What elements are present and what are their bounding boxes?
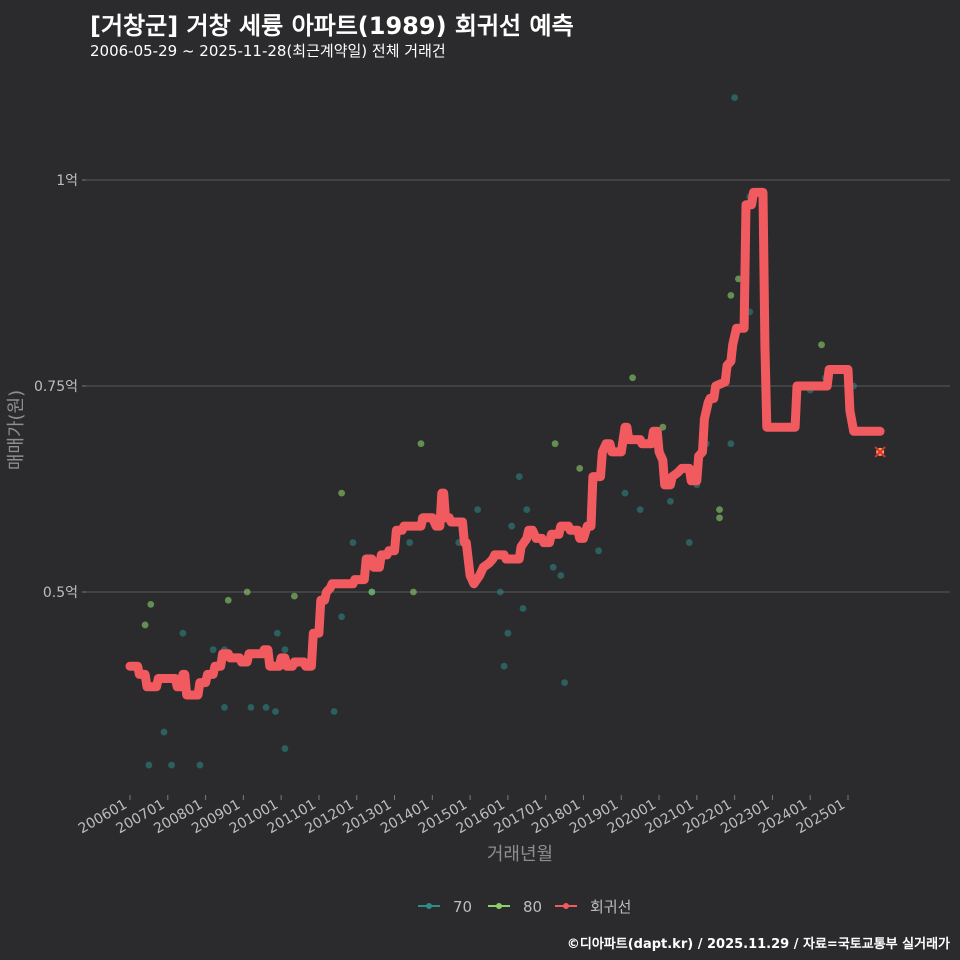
data-point-70 xyxy=(209,646,217,654)
y-axis: 0.5억 0.75억 1억 xyxy=(34,173,86,601)
data-point-70 xyxy=(330,708,338,715)
data-point-70 xyxy=(168,761,175,769)
data-point-70 xyxy=(519,605,527,612)
data-point-70 xyxy=(179,629,187,637)
x-icon xyxy=(874,446,886,458)
data-point-70 xyxy=(549,563,557,571)
series-80-points xyxy=(141,275,825,678)
data-point-80 xyxy=(551,440,559,448)
data-point-70 xyxy=(145,761,153,769)
legend-label: 80 xyxy=(523,898,542,916)
data-point-70 xyxy=(406,539,414,546)
data-point-70 xyxy=(281,646,289,654)
y-tick-label: 0.75억 xyxy=(34,379,78,395)
data-point-70 xyxy=(247,703,255,711)
data-point-80 xyxy=(290,592,298,600)
y-tick-label: 0.5억 xyxy=(43,585,78,601)
data-point-80 xyxy=(368,588,376,596)
legend-marker xyxy=(496,903,502,909)
legend: 70 80 회귀선 xyxy=(418,898,631,916)
data-point-80 xyxy=(141,621,149,629)
data-point-80 xyxy=(243,588,251,596)
data-point-70 xyxy=(685,539,693,546)
data-point-80 xyxy=(338,489,346,497)
data-point-70 xyxy=(595,547,602,555)
data-point-70 xyxy=(500,662,508,670)
data-point-70 xyxy=(636,506,644,513)
data-point-80 xyxy=(224,596,232,604)
data-point-70 xyxy=(557,572,565,579)
data-point-70 xyxy=(273,629,281,637)
data-point-70 xyxy=(561,679,568,687)
x-axis: 2006012007012008012009012010012011012012… xyxy=(76,795,849,837)
data-point-70 xyxy=(515,473,523,481)
data-point-70 xyxy=(196,761,204,769)
data-point-70 xyxy=(221,703,228,711)
regression-line-group xyxy=(125,187,885,700)
data-point-80 xyxy=(716,514,723,522)
chart-title: [거창군] 거창 세륭 아파트(1989) 회귀선 예측 xyxy=(90,12,574,40)
data-point-70 xyxy=(338,613,346,621)
data-point-70 xyxy=(262,703,270,711)
data-point-70 xyxy=(272,708,279,715)
x-axis-title: 거래년월 xyxy=(487,844,553,865)
data-point-70 xyxy=(508,522,516,530)
data-point-70 xyxy=(504,629,512,637)
data-point-80 xyxy=(716,506,723,513)
legend-marker xyxy=(426,903,432,909)
data-point-70 xyxy=(349,539,357,546)
data-point-70 xyxy=(731,94,739,101)
regression-line xyxy=(125,187,885,700)
data-point-80 xyxy=(727,291,735,299)
legend-label: 회귀선 xyxy=(590,898,631,916)
data-point-70 xyxy=(160,728,168,736)
data-point-80 xyxy=(147,600,155,608)
y-axis-title: 매매가(원) xyxy=(6,390,27,470)
data-point-70 xyxy=(621,489,629,497)
data-point-80 xyxy=(818,341,825,349)
data-point-80 xyxy=(576,465,584,472)
data-point-80 xyxy=(417,440,425,448)
data-point-70 xyxy=(474,506,482,513)
data-point-70 xyxy=(281,745,289,752)
data-point-80 xyxy=(735,275,742,283)
data-point-70 xyxy=(523,506,531,513)
data-point-70 xyxy=(496,588,504,596)
legend-label: 70 xyxy=(453,898,472,916)
data-point-70 xyxy=(727,440,735,448)
prediction-marker-group xyxy=(874,446,886,458)
data-point-70 xyxy=(666,497,674,505)
y-tick-label: 1억 xyxy=(56,173,78,189)
chart-subtitle: 2006-05-29 ~ 2025-11-28(최근계약일) 전체 거래건 xyxy=(90,42,446,60)
data-point-80 xyxy=(629,374,636,382)
data-point-80 xyxy=(659,423,667,431)
footer-credit: ©디아파트(dapt.kr) / 2025.11.29 / 자료=국토교통부 실… xyxy=(566,937,950,952)
data-point-80 xyxy=(410,588,417,596)
legend-marker xyxy=(563,903,569,909)
